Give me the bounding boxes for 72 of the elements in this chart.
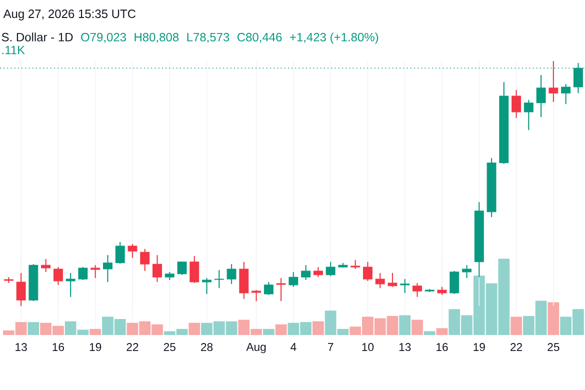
candlestick xyxy=(252,290,262,302)
candlestick xyxy=(388,272,398,288)
bar xyxy=(436,328,448,336)
x-tick-label: 22 xyxy=(510,343,522,351)
candlestick xyxy=(41,258,51,272)
candlestick xyxy=(190,255,200,284)
x-tick-label: 19 xyxy=(474,343,485,352)
x-tick-label: 16 xyxy=(436,343,448,352)
x-tick-label: 10 xyxy=(362,343,374,352)
candlestick xyxy=(573,62,583,94)
bar xyxy=(510,316,522,336)
text: L78,573 xyxy=(187,32,230,43)
candlestick xyxy=(115,242,125,264)
text: H80,808 xyxy=(134,32,179,43)
candlestick xyxy=(140,248,150,272)
x-tick-label: 25 xyxy=(548,343,560,352)
bar xyxy=(412,320,423,336)
bar xyxy=(188,322,200,336)
candlestick xyxy=(548,60,558,102)
candlestick xyxy=(226,264,236,284)
text: .11K xyxy=(2,46,25,54)
text: C80,446 xyxy=(237,32,282,43)
x-tick-label: 25 xyxy=(164,343,176,352)
candlestick xyxy=(128,243,138,259)
text: Aug 27, 2026 15:35 UTC xyxy=(3,10,136,20)
text: +1,423 (+1.80%) xyxy=(290,32,378,44)
candlestick xyxy=(450,270,460,295)
candlestick xyxy=(536,74,546,118)
candlestick xyxy=(326,261,336,277)
candlestick xyxy=(462,264,472,279)
bar xyxy=(424,331,436,336)
candlestick xyxy=(66,272,76,298)
candlestick xyxy=(16,272,26,307)
x-tick-label: 28 xyxy=(201,343,213,352)
x-tick-label: 4 xyxy=(290,343,296,351)
bar xyxy=(262,328,274,336)
bar xyxy=(90,328,102,336)
bar xyxy=(275,324,287,336)
candlestick xyxy=(152,254,162,283)
candlestick xyxy=(288,271,298,288)
text: O79,023 xyxy=(81,32,126,43)
x-tick-label: 13 xyxy=(399,343,411,352)
candlestick xyxy=(202,278,212,295)
candlestick xyxy=(412,282,422,298)
candlestick xyxy=(301,264,311,281)
candlestick xyxy=(561,83,571,105)
bar xyxy=(548,302,560,336)
x-tick-label: 7 xyxy=(328,343,334,351)
text: S. Dollar - 1D xyxy=(2,32,73,42)
candlestick xyxy=(78,266,88,281)
candlestick xyxy=(313,266,323,278)
x-tick-label: 22 xyxy=(126,343,138,351)
candlestick xyxy=(90,264,100,279)
candlestick xyxy=(102,254,112,283)
bar xyxy=(399,315,411,336)
candlestick xyxy=(53,266,63,286)
candlestick xyxy=(375,272,385,289)
candlestick xyxy=(400,278,410,294)
candlestick xyxy=(512,89,522,119)
candlestick xyxy=(524,99,534,131)
candlestick xyxy=(264,281,274,296)
candlestick xyxy=(350,259,360,270)
x-tick-label: 13 xyxy=(16,343,27,352)
x-tick-label: 19 xyxy=(90,343,102,352)
x-tick-label: Aug xyxy=(246,343,266,354)
candlestick xyxy=(362,261,372,282)
candlestick xyxy=(177,261,187,276)
candlestick xyxy=(214,269,224,289)
bar xyxy=(312,321,324,336)
bar xyxy=(28,322,40,336)
candlestick xyxy=(276,278,286,302)
x-tick-label: 16 xyxy=(52,343,64,352)
